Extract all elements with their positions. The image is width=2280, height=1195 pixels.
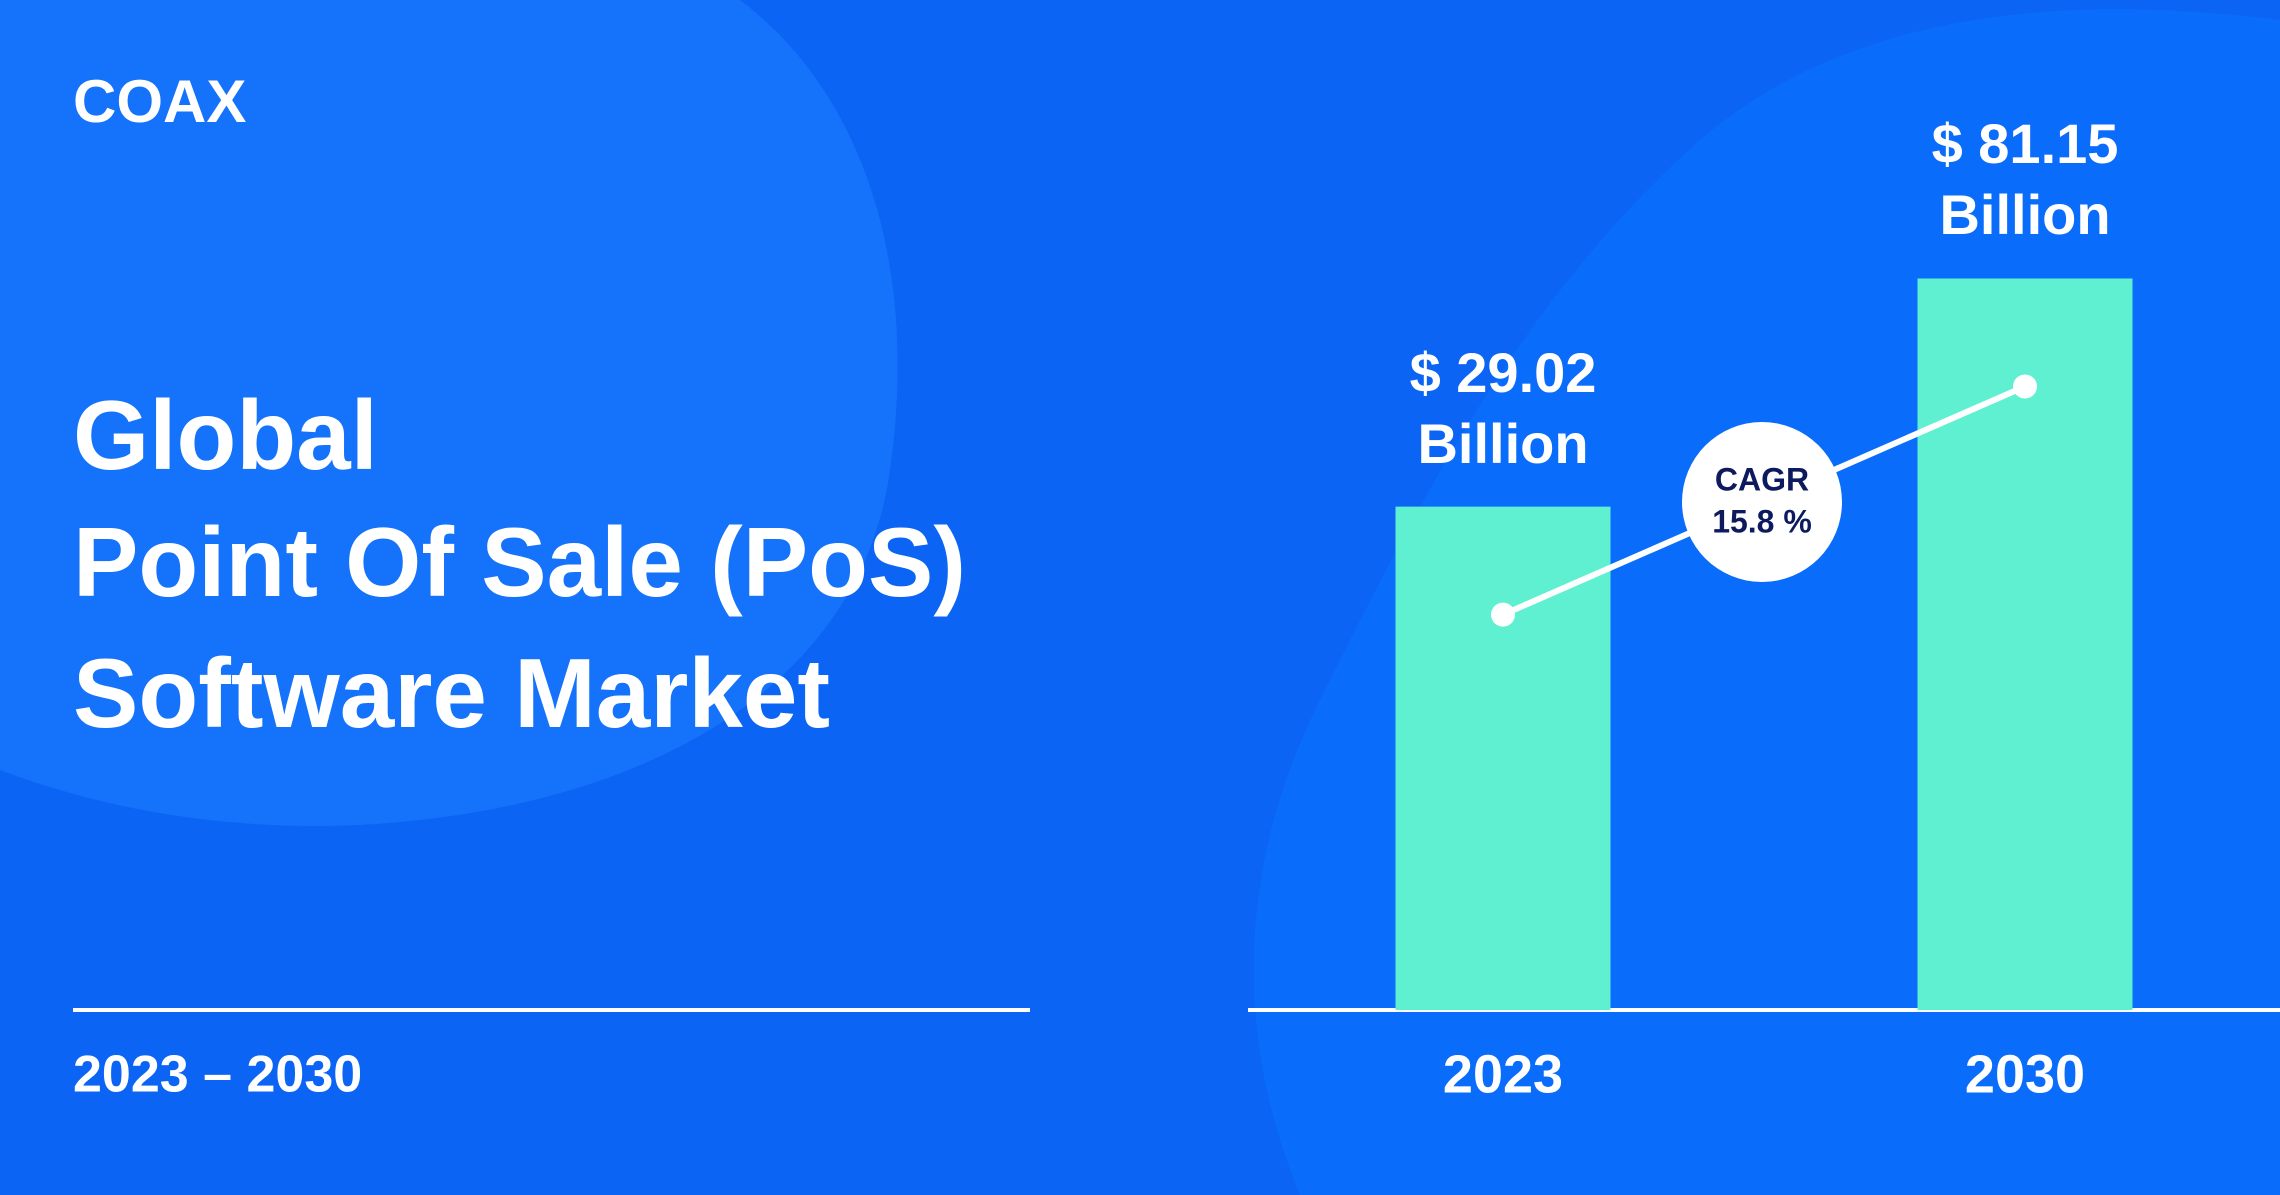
bar: [1395, 506, 1611, 1010]
value-label: $ 29.02 Billion: [1409, 340, 1597, 475]
value-label: $ 81.15 Billion: [1931, 112, 2119, 247]
x-tick-label: 2023: [1443, 1044, 1563, 1104]
bar: [1917, 278, 2133, 1010]
title-line: Point Of Sale (PoS): [73, 507, 966, 617]
title-line: Software Market: [73, 638, 830, 748]
blob: [0, 0, 898, 826]
subtitle: 2023 – 2030: [73, 1046, 362, 1104]
x-tick-label: 2030: [1965, 1044, 2085, 1104]
title-line: Global: [73, 380, 378, 490]
cagr-badge: [1682, 422, 1842, 582]
trend-point: [1491, 602, 1515, 627]
cagr-label: CAGR: [1715, 461, 1809, 497]
brand-logo: COAX: [73, 68, 246, 135]
cagr-value: 15.8 %: [1712, 503, 1812, 539]
trend-point: [2013, 374, 2037, 399]
